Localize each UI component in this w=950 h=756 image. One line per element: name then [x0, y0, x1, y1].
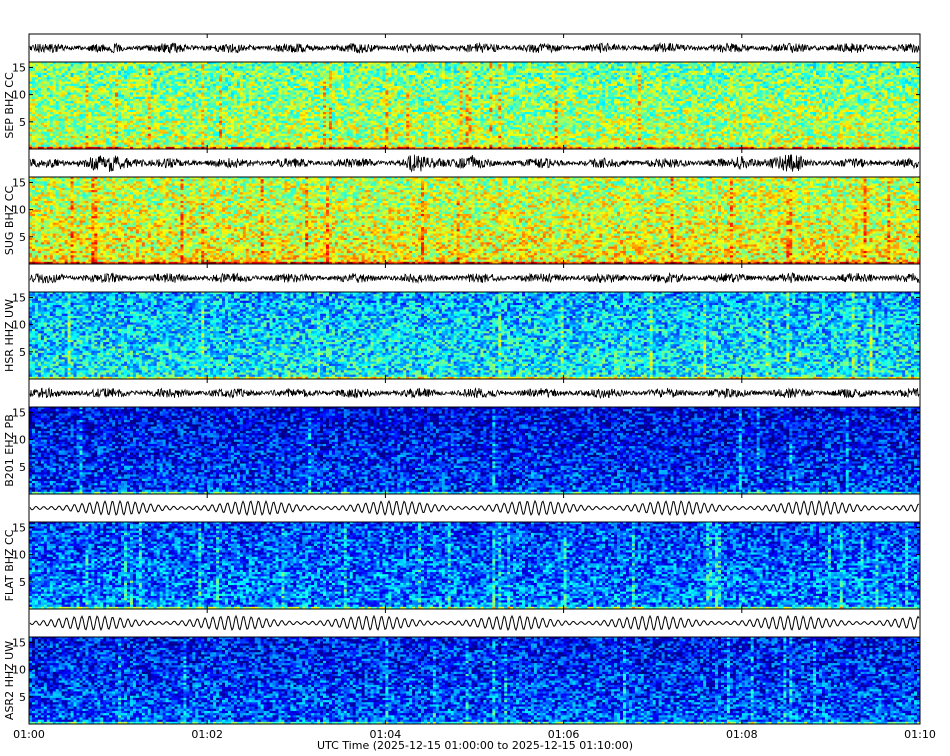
spectrogram	[29, 292, 920, 379]
station-label: SUG BHZ CC	[3, 186, 16, 256]
station-label: SEP BHZ CC	[3, 72, 16, 139]
y-tick-label: 5	[19, 576, 26, 589]
waveform-trace	[30, 616, 919, 630]
x-tick-label: 01:08	[726, 728, 758, 741]
waveform-trace	[30, 155, 919, 172]
x-tick-label: 01:00	[13, 728, 45, 741]
spectrogram	[29, 637, 920, 724]
x-tick-label: 01:02	[191, 728, 223, 741]
x-axis-title: UTC Time (2025-12-15 01:00:00 to 2025-12…	[317, 739, 633, 752]
y-tick-label: 5	[19, 231, 26, 244]
waveform-trace	[30, 273, 919, 283]
station-label: B201 EHZ PB	[3, 414, 16, 486]
station-label: HSR HHZ UW	[3, 299, 16, 372]
y-tick-label: 5	[19, 691, 26, 704]
spectrogram	[29, 407, 920, 494]
y-tick-label: 5	[19, 116, 26, 129]
x-tick-label: 01:10	[904, 728, 936, 741]
station-label: FLAT BHZ CC	[3, 529, 16, 601]
spectrogram	[29, 522, 920, 609]
waveform-trace	[30, 388, 919, 398]
waveform-trace	[30, 43, 919, 53]
spectrogram	[29, 62, 920, 149]
waveform-trace	[30, 501, 919, 515]
y-tick-label: 5	[19, 461, 26, 474]
spectrogram	[29, 177, 920, 264]
station-label: ASR2 HHZ UW	[3, 641, 16, 720]
y-tick-label: 5	[19, 346, 26, 359]
